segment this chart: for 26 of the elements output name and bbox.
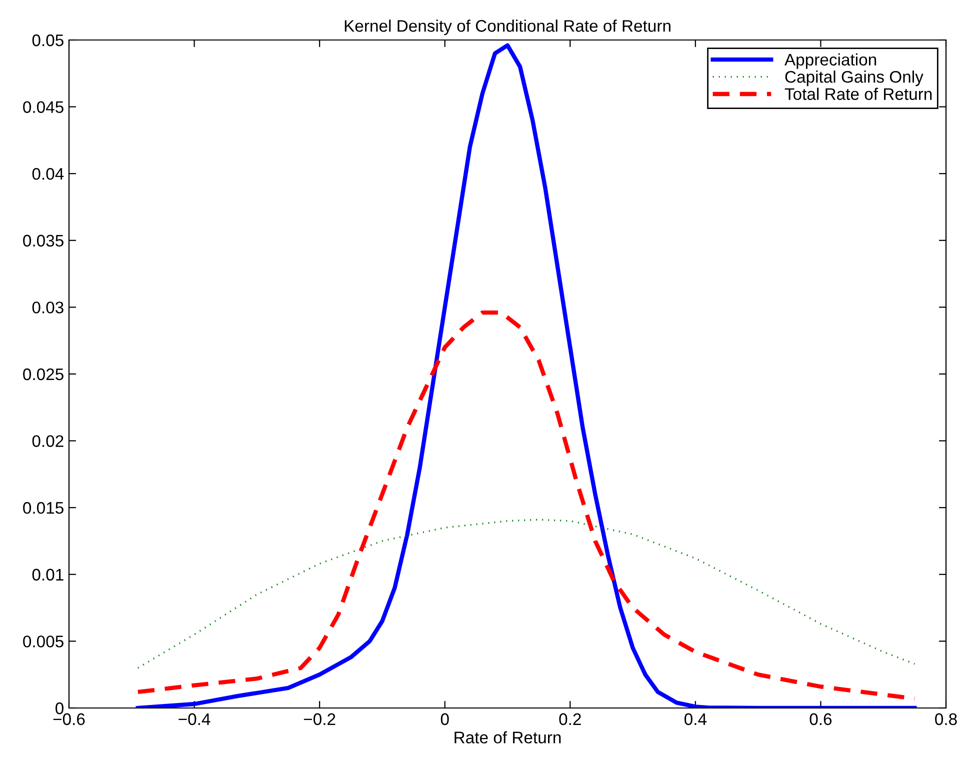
- y-tick-label: 0.045: [23, 101, 64, 114]
- y-tick-label: 0.04: [32, 168, 64, 180]
- x-tick-label: 0.6: [810, 713, 832, 726]
- y-tick-label: 0.015: [23, 502, 64, 514]
- y-tick-label: 0.03: [32, 302, 64, 314]
- y-tick-label: 0: [56, 702, 64, 714]
- y-tick-label: 0.01: [32, 568, 64, 581]
- line-series: [136, 310, 917, 701]
- x-tick-label: 0.4: [684, 713, 707, 726]
- y-tick-label: 0.05: [32, 34, 64, 46]
- x-tick-label: −0.2: [304, 713, 336, 726]
- legend-label: Total Rate of Return: [784, 88, 932, 100]
- legend-label: Appreciation: [784, 53, 876, 69]
- x-axis-title: Rate of Return: [454, 731, 561, 744]
- legend-label: Capital Gains Only: [785, 70, 924, 86]
- x-tick-label: −0.6: [53, 713, 85, 726]
- x-tick-label: 0: [440, 713, 449, 726]
- x-tick-label: 0.8: [935, 713, 957, 726]
- y-tick-label: 0.005: [23, 636, 64, 648]
- x-tick-label: −0.4: [178, 713, 210, 726]
- y-tick-label: 0.035: [23, 234, 64, 247]
- y-tick-label: 0.02: [32, 435, 64, 448]
- x-tick-label: 0.2: [559, 713, 581, 726]
- y-tick-label: 0.025: [23, 368, 64, 380]
- chart-title: Kernel Density of Conditional Rate of Return: [344, 20, 670, 36]
- line-series: [137, 518, 916, 669]
